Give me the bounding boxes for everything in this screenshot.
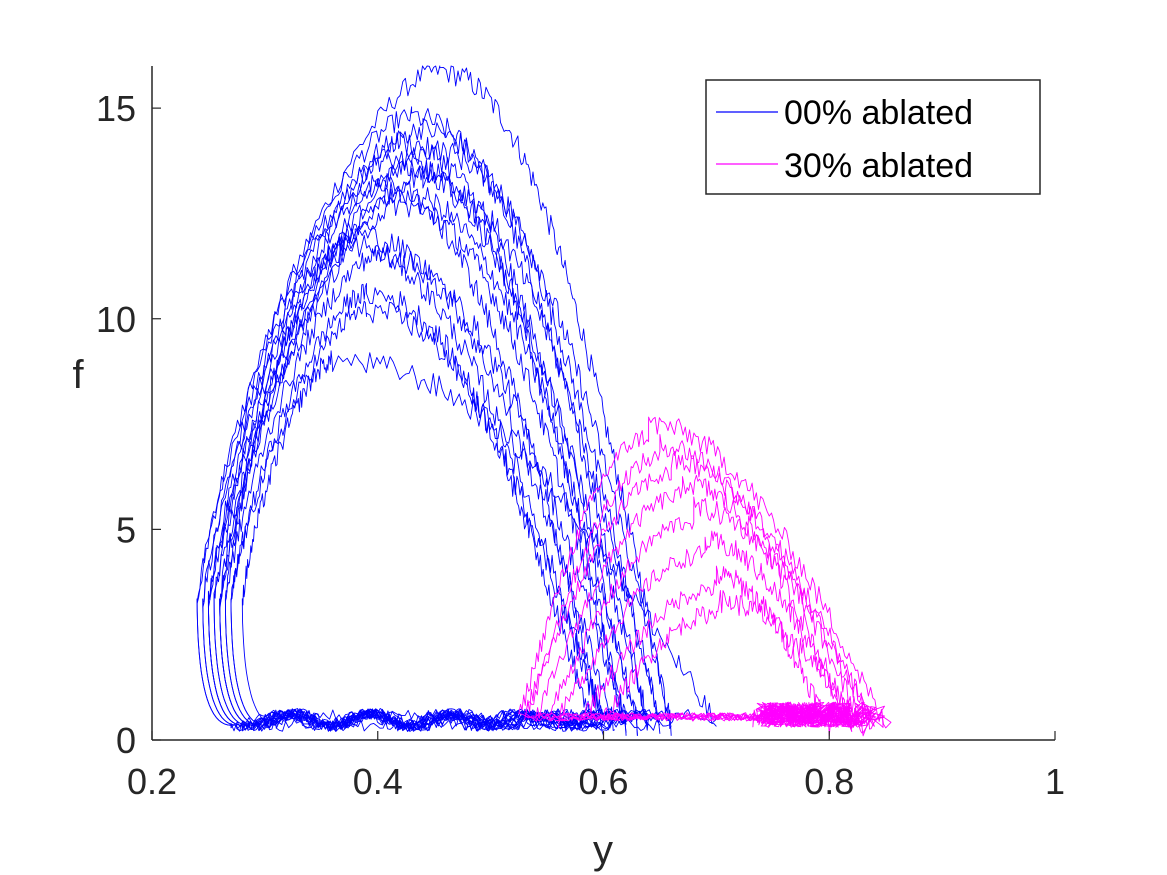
- series-line: [202, 118, 661, 734]
- y-tick-label: 10: [96, 299, 136, 340]
- legend-box: [705, 79, 1041, 195]
- series-line: [219, 180, 638, 736]
- x-axis-label: y: [593, 828, 613, 872]
- series-line: [207, 140, 672, 736]
- series-line: [603, 590, 874, 734]
- series-line: [207, 158, 627, 732]
- series-line: [580, 565, 835, 737]
- x-tick-label: 0.8: [804, 761, 854, 802]
- legend: 00% ablated 30% ablated: [705, 79, 1041, 195]
- series-line: [241, 350, 717, 732]
- series-line: [196, 106, 650, 732]
- legend-label-30: 30% ablated: [784, 147, 973, 185]
- x-tick-label: 0.6: [578, 761, 628, 802]
- x-tick-label: 0.2: [127, 761, 177, 802]
- series-line: [207, 149, 649, 732]
- series-line: [230, 283, 593, 732]
- series-line: [518, 416, 892, 729]
- y-tick-label: 0: [116, 720, 136, 761]
- y-axis-label: f: [72, 353, 84, 397]
- x-tick-label: 1: [1045, 761, 1065, 802]
- series-line: [546, 496, 885, 730]
- series-line: [224, 246, 627, 733]
- series-line: [230, 300, 604, 732]
- x-tick-label: 0.4: [353, 761, 403, 802]
- y-tick-label: 5: [116, 509, 136, 550]
- y-tick-label: 15: [96, 88, 136, 129]
- series-layer: [196, 65, 892, 737]
- series-line: [557, 530, 853, 729]
- series-30-ablated: [518, 416, 892, 737]
- series-00-ablated: [196, 65, 717, 736]
- legend-label-00: 00% ablated: [784, 94, 973, 132]
